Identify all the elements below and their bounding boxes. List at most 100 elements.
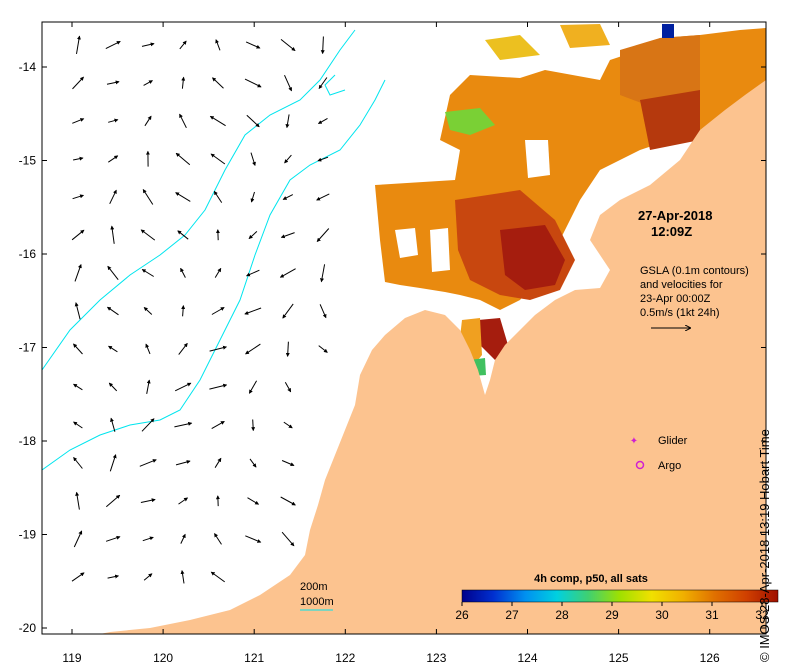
velocity-arrow-icon <box>283 421 293 429</box>
velocity-arrow-icon <box>107 265 119 281</box>
x-tick-label: 121 <box>244 651 264 665</box>
velocity-arrow-icon <box>280 232 295 239</box>
velocity-arrow-icon <box>209 345 228 352</box>
colorbar-tick-label: 26 <box>455 608 469 622</box>
x-tick-label: 122 <box>335 651 355 665</box>
colorbar-tick-label: 27 <box>505 608 519 622</box>
velocity-arrow-icon <box>73 530 83 548</box>
gsla-line-2: and velocities for <box>640 279 723 291</box>
colorbar-title: 4h comp, p50, all sats <box>534 573 648 585</box>
velocity-arrow-icon <box>285 114 290 129</box>
velocity-arrow-icon <box>250 191 255 203</box>
velocity-arrow-icon <box>105 535 121 542</box>
velocity-arrow-icon <box>284 381 292 393</box>
velocity-arrow-icon <box>178 497 189 505</box>
contour-1000-label: 1000m <box>300 596 334 608</box>
velocity-arrow-icon <box>109 454 117 472</box>
y-tick-label: -20 <box>19 621 37 635</box>
velocity-arrow-icon <box>143 573 153 581</box>
x-tick-label: 124 <box>517 651 537 665</box>
velocity-arrow-icon <box>108 118 119 123</box>
velocity-arrow-icon <box>75 491 80 510</box>
velocity-arrow-icon <box>139 459 157 467</box>
velocity-arrow-icon <box>181 305 186 317</box>
velocity-arrow-icon <box>211 420 225 430</box>
velocity-arrow-icon <box>281 460 295 467</box>
velocity-arrow-icon <box>178 342 188 355</box>
x-tick-label: 120 <box>153 651 173 665</box>
velocity-arrow-icon <box>181 76 186 89</box>
velocity-arrow-icon <box>210 571 225 583</box>
velocity-arrow-icon <box>72 76 84 90</box>
velocity-arrow-icon <box>317 117 328 125</box>
time-label: 12:09Z <box>651 224 692 239</box>
sst-patches <box>375 24 766 376</box>
velocity-arrow-icon <box>319 304 327 319</box>
colorbar-tick-label: 28 <box>555 608 569 622</box>
velocity-arrow-icon <box>211 307 225 315</box>
velocity-arrow-icon <box>284 154 292 164</box>
velocity-arrow-icon <box>245 535 262 543</box>
contour-200-label: 200m <box>300 581 328 593</box>
gsla-line-4: 0.5m/s (1kt 24h) <box>640 307 719 319</box>
glider-marker-icon: ✦ <box>630 436 638 447</box>
velocity-arrow-icon <box>180 533 186 544</box>
velocity-arrow-icon <box>106 306 119 316</box>
velocity-arrow-icon <box>108 345 118 353</box>
velocity-arrow-icon <box>282 194 294 200</box>
velocity-arrow-icon <box>214 533 222 545</box>
velocity-arrow-icon <box>106 80 120 85</box>
x-tick-label: 119 <box>62 651 81 665</box>
velocity-arrow-icon <box>145 343 151 355</box>
velocity-arrow-icon <box>73 421 83 429</box>
velocity-arrow-icon <box>214 457 222 468</box>
colorbar <box>461 589 779 603</box>
velocity-arrow-icon <box>247 497 260 505</box>
velocity-arrow-icon <box>108 382 118 392</box>
velocity-arrow-icon <box>175 152 191 166</box>
velocity-arrow-icon <box>284 74 292 92</box>
velocity-arrow-icon <box>316 228 330 242</box>
velocity-arrow-icon <box>73 383 83 391</box>
land-mass <box>70 80 766 634</box>
velocity-arrow-icon <box>280 496 296 506</box>
velocity-arrow-icon <box>110 417 116 432</box>
velocity-arrow-icon <box>320 36 325 55</box>
velocity-arrow-icon <box>248 380 258 394</box>
velocity-arrow-icon <box>213 190 223 203</box>
velocity-arrow-icon <box>72 118 85 124</box>
velocity-arrow-icon <box>282 303 294 319</box>
x-tick-label: 126 <box>700 651 720 665</box>
velocity-arrow-icon <box>179 40 187 50</box>
velocity-arrow-icon <box>141 418 155 432</box>
plot-frame <box>41 21 767 635</box>
velocity-arrow-icon <box>320 264 326 283</box>
velocity-arrow-icon <box>209 115 226 127</box>
velocity-arrow-icon <box>210 153 226 165</box>
velocity-arrow-icon <box>244 307 262 315</box>
colorbar-tick-label: 29 <box>605 608 619 622</box>
velocity-arrow-icon <box>317 156 329 162</box>
colorbar-tick-label: 30 <box>655 608 669 622</box>
velocity-arrow-icon <box>245 343 261 355</box>
velocity-arrow-icon <box>140 498 156 503</box>
velocity-arrow-icon <box>212 77 224 89</box>
velocity-arrow-icon <box>180 267 186 278</box>
velocity-arrow-icon <box>73 343 83 355</box>
velocity-arrow-icon <box>107 574 120 579</box>
colorbar-tick-label: 31 <box>705 608 719 622</box>
velocity-arrow-icon <box>281 531 295 547</box>
velocity-arrow-icon <box>144 115 152 127</box>
velocity-arrow-icon <box>214 267 222 278</box>
y-tick-label: -17 <box>19 341 37 355</box>
velocity-arrow-icon <box>73 156 84 161</box>
velocity-arrow-icon <box>246 114 260 128</box>
date-label: 27-Apr-2018 <box>638 208 712 223</box>
velocity-arrow-icon <box>215 39 221 51</box>
velocity-arrow-icon <box>175 192 191 202</box>
glider-label: Glider <box>658 435 688 447</box>
velocity-arrow-icon <box>74 302 81 320</box>
velocity-arrow-icon <box>76 35 81 54</box>
velocity-arrow-icon <box>248 231 258 240</box>
velocity-arrow-icon <box>174 382 192 392</box>
